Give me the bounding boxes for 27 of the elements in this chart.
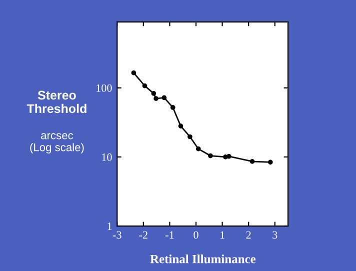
point (250, 159, 255, 164)
point (268, 160, 273, 165)
point (226, 154, 232, 159)
x-tick-label: 1 (220, 231, 224, 239)
point (154, 96, 158, 101)
x-tick-label: -3 (112, 231, 122, 239)
x-tick-label: -2 (139, 231, 148, 239)
point (142, 83, 148, 88)
point (196, 146, 201, 152)
x-axis-title: Retinal Illuminance (150, 254, 256, 264)
point (208, 153, 213, 158)
point (188, 134, 192, 140)
point (178, 124, 184, 128)
y-tick-label: 1 (108, 222, 112, 230)
y-tick-label: 10 (102, 153, 112, 161)
point (151, 91, 156, 96)
y-axis-title: Stereo Threshold (26, 90, 86, 114)
y-tick-label: 100 (96, 84, 112, 92)
point (223, 154, 228, 160)
x-tick-label: 0 (194, 231, 198, 239)
point (131, 70, 136, 76)
x-tick-label: 3 (272, 231, 278, 239)
text: arcsec (Log scale) (30, 133, 84, 154)
x-tick-label: -1 (165, 231, 174, 239)
point (170, 105, 176, 110)
x-tick-label: 2 (246, 231, 251, 239)
point (162, 95, 167, 100)
